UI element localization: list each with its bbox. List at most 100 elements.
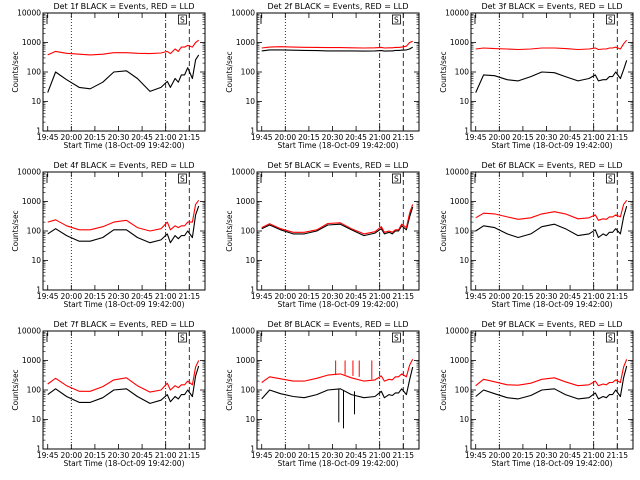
y-axis-label: Counts/sec [225,369,234,410]
x-tick-label: 20:00 [274,451,296,460]
x-tick-label: 21:15 [606,451,628,460]
x-tick-label: 21:15 [392,292,414,301]
y-tick-label: 1000 [22,356,41,365]
y-tick-label: 10 [245,256,255,265]
events-series-line [261,46,413,52]
x-tick-label: 21:15 [606,133,628,142]
chart-panel: Det 2f BLACK = Events, RED = LLD 1 10 100 10… [225,2,420,150]
chart-panel: Det 6f BLACK = Events, RED = LLD 1 10 100 10… [439,161,634,309]
plot-frame [256,330,420,450]
x-tick-label: 20:15 [512,451,534,460]
saa-marker-label: S [180,16,185,25]
y-tick-label: 1 [250,445,255,454]
y-tick-label: 10 [459,97,469,106]
y-tick-label: 100 [27,386,42,395]
saa-marker-box [606,14,615,25]
y-tick-label: 10 [459,415,469,424]
x-tick-label: 20:00 [60,133,82,142]
y-axis-label: Counts/sec [11,210,20,251]
y-tick-label: 1 [36,127,41,136]
x-tick-label: 19:45 [37,133,59,142]
plot-frame [470,12,634,132]
x-tick-label: 20:45 [345,133,367,142]
x-tick-label: 20:30 [322,292,344,301]
lld-series-line [261,359,414,383]
y-tick-label: 10000 [231,168,255,177]
y-axis-label: Counts/sec [225,210,234,251]
lld-series-line [47,360,200,393]
plot-frame [470,330,634,450]
x-tick-label: 20:00 [60,292,82,301]
events-series-line [47,205,200,244]
saa-marker-box [392,173,401,184]
y-tick-label: 1 [464,127,469,136]
events-series-line [47,54,200,93]
chart-title: Det 4f BLACK = Events, RED = LLD [53,161,194,170]
x-tick-label: 19:45 [251,451,273,460]
saa-marker-label: S [608,175,613,184]
y-tick-label: 1000 [22,197,41,206]
y-tick-label: 10000 [17,327,41,336]
x-tick-label: 21:00 [583,133,605,142]
x-axis-label: Start Time (18-Oct-09 19:42:00) [491,300,612,309]
y-axis-label: Counts/sec [11,369,20,410]
chart-panel: Det 3f BLACK = Events, RED = LLD 1 10 100 10… [439,2,634,150]
x-tick-label: 21:15 [392,451,414,460]
x-axis-label: Start Time (18-Oct-09 19:42:00) [277,459,398,468]
x-tick-label: 21:00 [155,133,177,142]
y-tick-label: 1 [36,445,41,454]
y-axis-label: Counts/sec [439,210,448,251]
x-tick-label: 20:15 [298,451,320,460]
saa-marker-label: S [180,334,185,343]
plot-frame [42,12,206,132]
x-tick-label: 20:00 [60,451,82,460]
y-tick-label: 1 [250,286,255,295]
x-tick-label: 21:00 [369,292,391,301]
chart-title: Det 2f BLACK = Events, RED = LLD [267,2,408,11]
x-tick-label: 21:15 [606,292,628,301]
chart-panel: Det 8f BLACK = Events, RED = LLD 1 10 100 10… [225,320,420,468]
y-tick-label: 10 [459,256,469,265]
x-tick-label: 20:30 [536,451,558,460]
x-tick-label: 21:00 [369,133,391,142]
x-axis-label: Start Time (18-Oct-09 19:42:00) [63,141,184,150]
y-axis-label: Counts/sec [11,51,20,92]
saa-marker-label: S [394,16,399,25]
x-tick-label: 20:45 [131,292,153,301]
saa-marker-label: S [608,16,613,25]
y-tick-label: 100 [27,68,42,77]
x-tick-label: 20:15 [298,292,320,301]
y-tick-label: 1000 [236,356,255,365]
y-tick-label: 100 [241,68,256,77]
chart-title: Det 3f BLACK = Events, RED = LLD [481,2,622,11]
y-tick-label: 1000 [236,38,255,47]
chart-title: Det 7f BLACK = Events, RED = LLD [53,320,194,329]
plot-frame [470,171,634,291]
y-tick-label: 100 [241,386,256,395]
x-tick-label: 19:45 [251,133,273,142]
y-tick-label: 100 [241,227,256,236]
x-tick-label: 20:30 [322,451,344,460]
x-tick-label: 20:00 [274,133,296,142]
y-tick-label: 1 [464,445,469,454]
x-tick-label: 20:30 [108,133,130,142]
x-tick-label: 20:15 [84,133,106,142]
x-tick-label: 19:45 [465,133,487,142]
y-tick-label: 1 [36,286,41,295]
x-tick-label: 20:00 [488,292,510,301]
y-tick-label: 10000 [231,327,255,336]
chart-title: Det 5f BLACK = Events, RED = LLD [267,161,408,170]
saa-marker-label: S [394,175,399,184]
x-tick-label: 20:45 [559,133,581,142]
y-tick-label: 10 [245,97,255,106]
events-series-line [261,366,414,400]
x-tick-label: 20:15 [512,292,534,301]
y-tick-label: 100 [27,227,42,236]
x-tick-label: 21:00 [155,451,177,460]
chart-title: Det 1f BLACK = Events, RED = LLD [53,2,194,11]
x-tick-label: 20:45 [345,451,367,460]
saa-marker-box [392,14,401,25]
y-tick-label: 1000 [450,38,469,47]
x-tick-label: 19:45 [37,451,59,460]
